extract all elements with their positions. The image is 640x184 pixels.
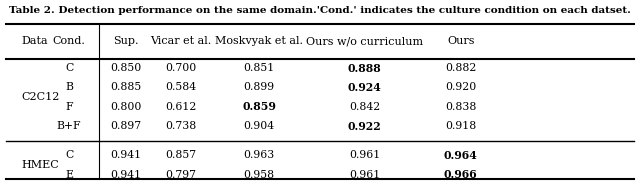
Text: 0.882: 0.882 <box>445 63 477 73</box>
Text: 0.963: 0.963 <box>244 151 275 160</box>
Text: Ours w/o curriculum: Ours w/o curriculum <box>306 36 424 46</box>
Text: 0.924: 0.924 <box>348 82 381 93</box>
Text: 0.899: 0.899 <box>244 82 275 92</box>
Text: 0.838: 0.838 <box>445 102 477 112</box>
Text: 0.738: 0.738 <box>165 121 196 131</box>
Text: 0.897: 0.897 <box>110 121 141 131</box>
Text: 0.842: 0.842 <box>349 102 380 112</box>
Text: HMEC: HMEC <box>21 160 59 170</box>
Text: 0.850: 0.850 <box>110 63 141 73</box>
Text: B: B <box>65 82 73 92</box>
Text: C2C12: C2C12 <box>21 92 60 102</box>
Text: 0.859: 0.859 <box>243 101 276 112</box>
Text: E: E <box>65 170 73 180</box>
Text: 0.920: 0.920 <box>445 82 476 92</box>
Text: 0.612: 0.612 <box>164 102 196 112</box>
Text: 0.857: 0.857 <box>165 151 196 160</box>
Text: 0.966: 0.966 <box>444 169 477 180</box>
Text: 0.961: 0.961 <box>349 151 380 160</box>
Text: Data: Data <box>21 36 48 46</box>
Text: 0.904: 0.904 <box>244 121 275 131</box>
Text: 0.800: 0.800 <box>109 102 141 112</box>
Text: 0.964: 0.964 <box>444 150 477 161</box>
Text: Moskvyak et al.: Moskvyak et al. <box>215 36 303 46</box>
Text: 0.922: 0.922 <box>348 121 381 132</box>
Text: Table 2. Detection performance on the same domain.'Cond.' indicates the culture : Table 2. Detection performance on the sa… <box>9 6 631 15</box>
Text: Vicar et al.: Vicar et al. <box>150 36 211 46</box>
Text: 0.941: 0.941 <box>110 151 141 160</box>
Text: F: F <box>65 102 73 112</box>
Text: Ours: Ours <box>447 36 474 46</box>
Text: 0.888: 0.888 <box>348 63 381 74</box>
Text: 0.958: 0.958 <box>244 170 275 180</box>
Text: Sup.: Sup. <box>113 36 138 46</box>
Text: 0.918: 0.918 <box>445 121 476 131</box>
Text: C: C <box>65 63 73 73</box>
Text: 0.885: 0.885 <box>110 82 141 92</box>
Text: 0.797: 0.797 <box>165 170 196 180</box>
Text: 0.584: 0.584 <box>165 82 196 92</box>
Text: 0.941: 0.941 <box>110 170 141 180</box>
Text: B+F: B+F <box>57 121 81 131</box>
Text: 0.851: 0.851 <box>244 63 275 73</box>
Text: 0.700: 0.700 <box>165 63 196 73</box>
Text: C: C <box>65 151 73 160</box>
Text: 0.961: 0.961 <box>349 170 380 180</box>
Text: Cond.: Cond. <box>52 36 86 46</box>
